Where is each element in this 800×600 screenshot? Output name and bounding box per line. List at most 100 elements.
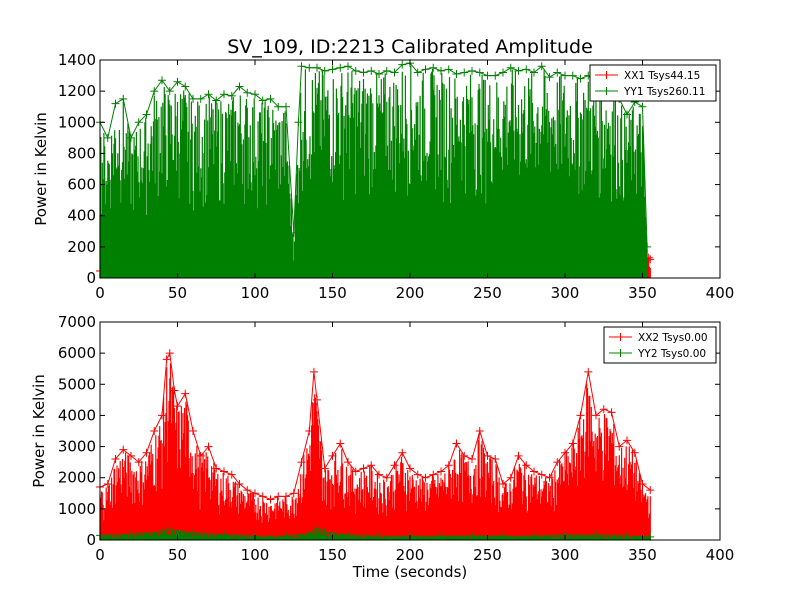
series-xx2-tsys0-00-point xyxy=(599,405,608,414)
series-yy1-tsys260-11-point xyxy=(189,94,197,103)
series-yy1-tsys260-11-point xyxy=(289,228,298,237)
series-yy1-tsys260-11-point xyxy=(235,82,244,91)
x-tick-label: 50 xyxy=(168,546,187,564)
series-yy1-tsys260-11-point xyxy=(204,90,213,99)
series-yy2-tsys0-00-point xyxy=(173,526,182,535)
x-tick-label: 300 xyxy=(551,284,580,302)
series-xx2-tsys0-00-point xyxy=(421,473,430,482)
series-xx2-tsys0-00-point xyxy=(413,470,422,479)
series-yy2-tsys0-00-point xyxy=(592,531,600,540)
series-yy2-tsys0-00-point xyxy=(127,530,135,539)
y-tick-label: 1400 xyxy=(58,51,96,69)
series-yy1-tsys260-11-point xyxy=(413,68,422,77)
series-xx2-tsys0-00-point xyxy=(266,495,275,504)
series-yy1-tsys260-11-point xyxy=(243,88,252,97)
series-xx2-tsys0-00-point xyxy=(452,439,461,448)
series-yy1-tsys260-11-point xyxy=(545,73,554,82)
series-xx2-tsys0-00-point xyxy=(429,470,438,479)
series-yy1-tsys260-11-point xyxy=(561,71,569,80)
series-yy1-tsys260-11-point xyxy=(165,87,174,96)
series-xx2-tsys0-00-point xyxy=(170,386,179,395)
x-tick-label: 100 xyxy=(241,284,270,302)
series-yy1-tsys260-11-point xyxy=(294,118,303,127)
series-xx2-tsys0-00-point xyxy=(103,479,112,488)
x-tick-label: 50 xyxy=(168,284,187,302)
series-xx2-tsys0-00-point xyxy=(561,448,569,457)
series-xx2-tsys0-00-point xyxy=(483,451,492,460)
y-tick-label: 0 xyxy=(86,531,96,549)
series-yy1-tsys260-11-point xyxy=(134,118,143,127)
series-xx2-tsys0-00-point xyxy=(576,411,585,420)
series-yy1-tsys260-11-point xyxy=(212,96,221,105)
series-yy1-tsys260-11-point xyxy=(196,94,205,103)
series-xx2-tsys0-00-point xyxy=(344,458,352,467)
series-yy2-tsys0-00-point xyxy=(320,528,329,537)
series-yy2-tsys0-00-point xyxy=(499,532,507,541)
series-xx2-tsys0-00-point xyxy=(142,448,151,457)
series-yy1-tsys260-11-point xyxy=(460,68,469,77)
series-xx2-tsys0-00-point xyxy=(475,427,484,435)
series-yy1-tsys260-11-point xyxy=(103,133,112,142)
series-yy1-tsys260-11-point xyxy=(530,68,538,77)
bottom-subplot-ylabel: Power in Kelvin xyxy=(30,374,48,488)
series-xx2-tsys0-00-point xyxy=(630,448,639,457)
series-yy1-tsys260-11-point xyxy=(506,63,515,72)
series-yy1-tsys260-11-point xyxy=(421,65,430,74)
series-xx2-tsys0-00-point xyxy=(553,458,562,467)
legend-label: XX2 Tsys0.00 xyxy=(638,332,708,344)
series-xx2-tsys0-00-point xyxy=(382,473,391,482)
x-tick-label: 150 xyxy=(318,546,347,564)
series-xx2-tsys0-00-point xyxy=(468,455,476,464)
series-xx2-tsys0-00-point xyxy=(150,427,159,435)
series-xx2-tsys0-00-point xyxy=(181,389,190,398)
series-xx2-tsys0-00-point xyxy=(638,479,647,488)
series-yy2-tsys0-00-point xyxy=(189,529,197,538)
series-xx2-tsys0-00-point xyxy=(119,445,128,454)
y-tick-label: 1000 xyxy=(58,500,96,518)
series-yy1-tsys260-11-point xyxy=(483,71,492,80)
legend-label: XX1 Tsys44.15 xyxy=(624,70,700,82)
series-xx2-tsys0-00-point xyxy=(258,492,267,501)
x-tick-label: 100 xyxy=(241,546,270,564)
series-yy1-tsys260-11-point xyxy=(328,65,337,74)
series-xx2-tsys0-00-point xyxy=(297,458,306,467)
series-xx2-tsys0-00-point xyxy=(406,464,414,473)
series-xx2-tsys0-00-point xyxy=(235,479,244,488)
series-yy1-tsys260-11-point xyxy=(313,63,321,72)
series-xx2-tsys0-00-point xyxy=(398,448,407,457)
series-xx2-tsys0-00-point xyxy=(592,411,600,420)
series-yy1-tsys260-11 xyxy=(96,59,652,278)
series-xx2-tsys0-00-point xyxy=(623,436,631,445)
legend-marker xyxy=(602,71,611,79)
series-xx2-tsys0-00-point xyxy=(351,467,360,476)
series-yy1-tsys260-11-point xyxy=(258,96,267,105)
series-xx2-tsys0-00-point xyxy=(196,451,205,460)
series-yy1-tsys260-11-point xyxy=(351,66,360,75)
top-subplot-frame xyxy=(99,59,721,279)
y-tick-label: 800 xyxy=(67,144,96,162)
series-xx2-tsys0-00-point xyxy=(444,461,453,470)
top-subplot-data xyxy=(96,59,655,278)
legend-marker xyxy=(616,333,625,341)
legend-marker xyxy=(616,349,625,357)
series-yy2-tsys0-00-point xyxy=(165,525,174,534)
series-xx2-tsys0-00-point xyxy=(607,408,616,417)
x-tick-label: 200 xyxy=(396,284,425,302)
series-yy1-tsys260-11-point xyxy=(158,76,166,85)
series-xx2-tsys0-00-point xyxy=(111,455,120,464)
series-yy1-tsys260-11-point xyxy=(227,91,236,100)
x-tick-label: 300 xyxy=(551,546,580,564)
series-yy1-tsys260-11-point xyxy=(251,90,259,99)
series-yy1-tsys260-11-point xyxy=(522,65,531,74)
series-xx2-tsys0-00-point xyxy=(460,451,469,460)
series-xx2-tsys0-00-point xyxy=(243,486,252,495)
series-yy1-tsys260-11-point xyxy=(142,110,151,119)
y-tick-label: 2000 xyxy=(58,469,96,487)
series-xx2-tsys0-00-point xyxy=(165,349,174,358)
figure-title: SV_109, ID:2213 Calibrated Amplitude xyxy=(227,36,593,58)
series-yy1-tsys260-11-point xyxy=(344,62,352,71)
series-xx2-tsys0-00-point xyxy=(313,395,321,404)
series-yy2-tsys0-00-point xyxy=(437,532,445,541)
series-yy1-tsys260-11-point xyxy=(266,94,275,103)
top-subplot-legend: XX1 Tsys44.15 YY1 Tsys260.11 xyxy=(589,64,717,102)
